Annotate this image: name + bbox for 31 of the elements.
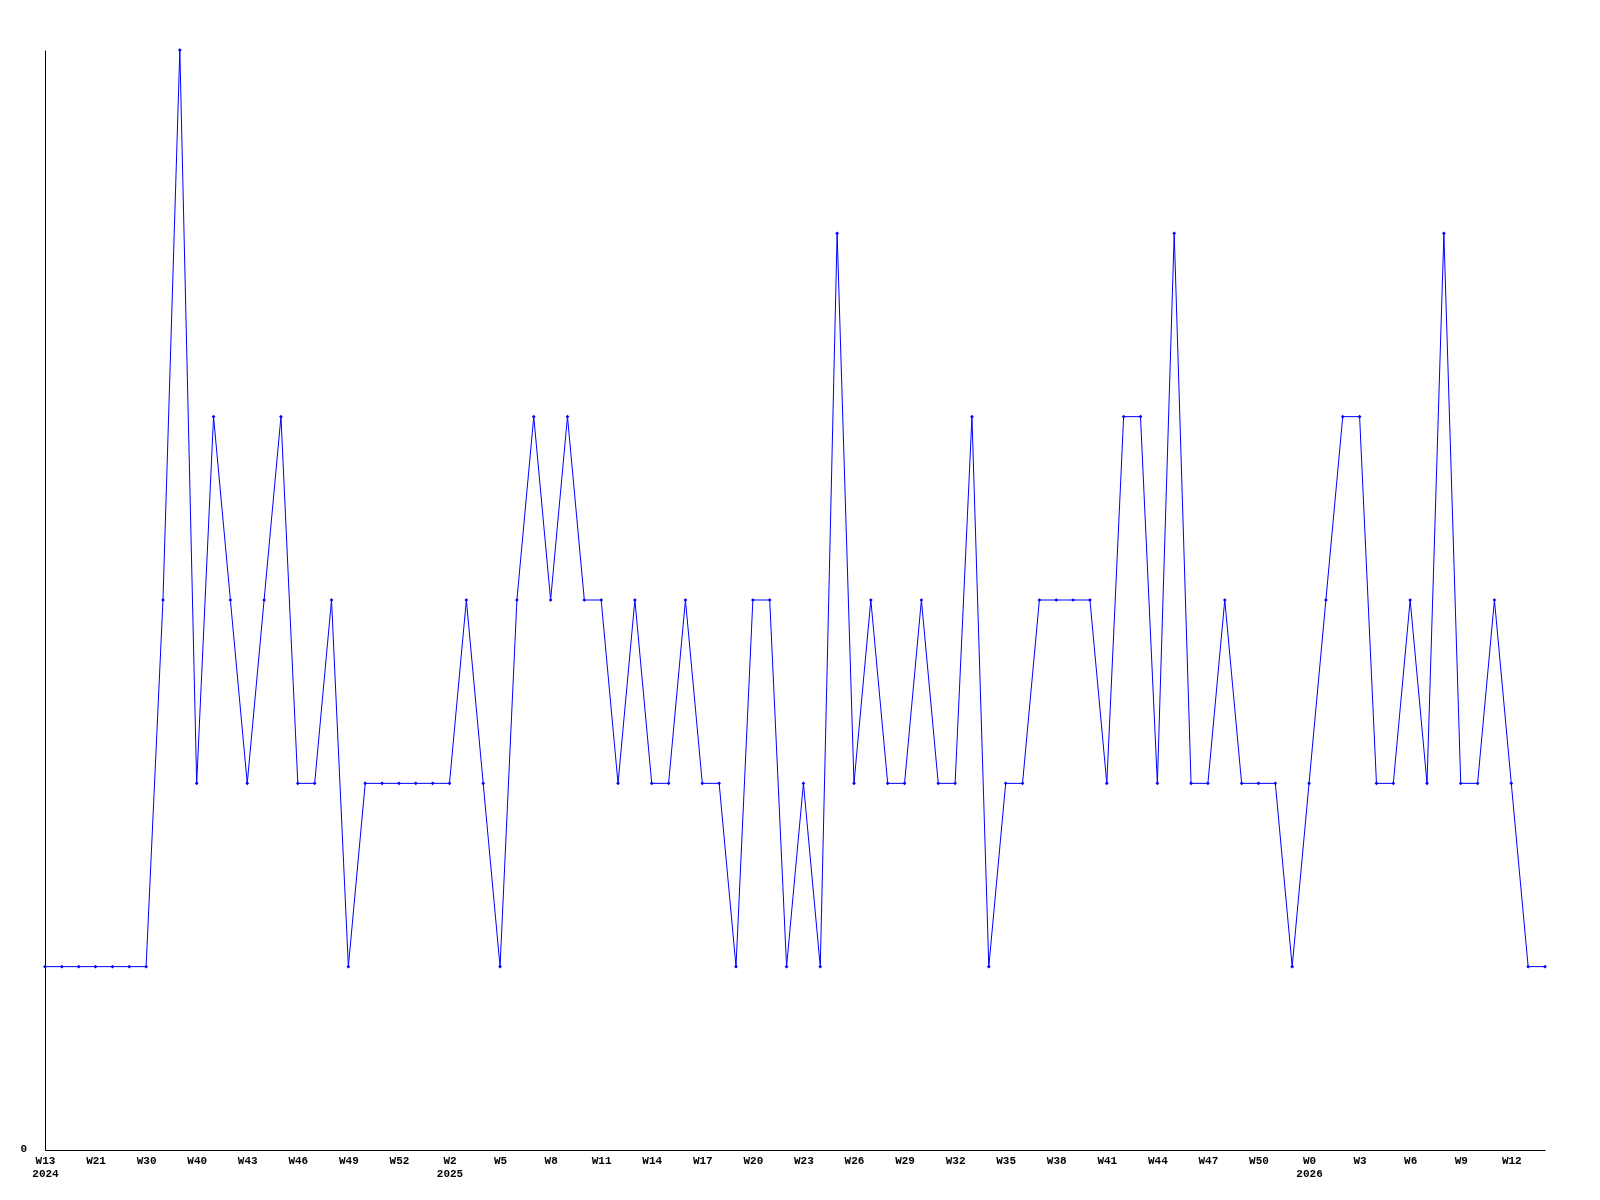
x-tick-label: W41 <box>1097 1154 1118 1167</box>
x-tick-label: W40 <box>187 1154 208 1167</box>
x-tick-label: W35 <box>996 1154 1017 1167</box>
x-tick-label: W0 2026 <box>1296 1154 1323 1180</box>
x-tick-label: W3 <box>1353 1154 1368 1167</box>
x-tick-label: W32 <box>945 1154 966 1167</box>
x-tick-label: W26 <box>844 1154 865 1167</box>
x-tick-label: W17 <box>692 1154 713 1167</box>
x-tick-label: W14 <box>642 1154 663 1167</box>
text: 0 <box>20 1143 27 1155</box>
x-tick-label: W50 <box>1249 1154 1269 1167</box>
x-tick-label: W8 <box>544 1154 559 1167</box>
x-tick-label: W9 <box>1454 1154 1468 1167</box>
x-tick-label: W29 <box>895 1154 915 1167</box>
x-tick-label: W20 <box>743 1154 764 1167</box>
x-tick-label: W21 <box>86 1154 107 1167</box>
x-tick-label: W38 <box>1046 1154 1068 1167</box>
x-tick-label: W6 <box>1404 1154 1418 1167</box>
x-tick-label: W43 <box>237 1154 259 1167</box>
x-tick-label: W11 <box>591 1154 612 1167</box>
x-tick-label: W5 <box>493 1154 508 1167</box>
x-tick-label: W44 <box>1147 1154 1169 1167</box>
x-tick-label: W52 <box>389 1154 410 1167</box>
x-tick-label: W30 <box>136 1154 157 1167</box>
x-tick-label: W46 <box>288 1154 309 1167</box>
x-tick-label: W13 2024 <box>32 1154 60 1180</box>
x-tick-label: W49 <box>338 1154 359 1167</box>
x-tick-label: W23 <box>794 1154 815 1167</box>
x-tick-label: W47 <box>1198 1154 1219 1167</box>
x-tick-label: W2 2025 <box>436 1154 464 1180</box>
x-tick-label: W12 <box>1501 1154 1522 1167</box>
